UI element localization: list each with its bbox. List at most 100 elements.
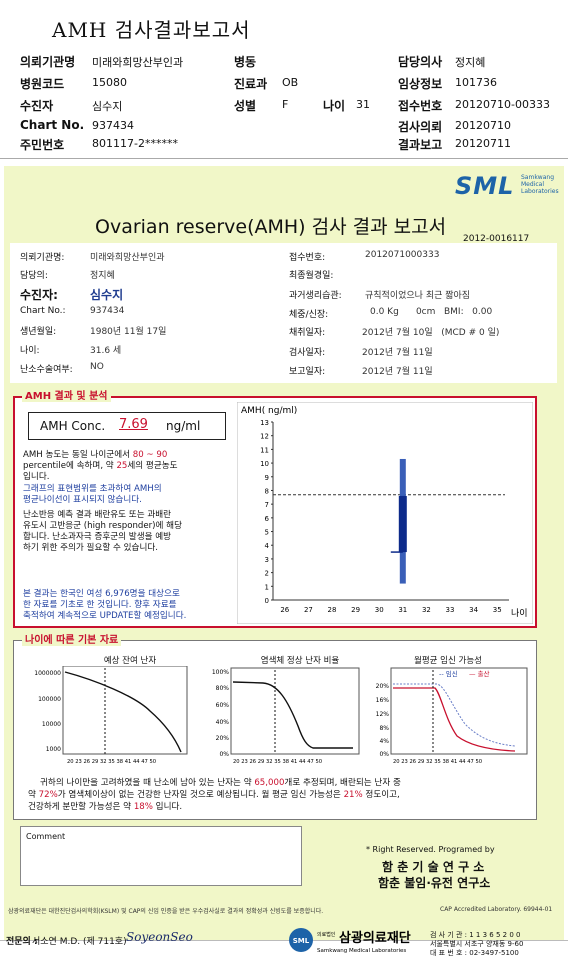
amh-section-title: AMH 결과 및 분석 [22,387,111,402]
mini-ytick: 4% [379,738,389,745]
mini-frame [62,666,188,755]
mini-ytick: 100000 [38,696,61,703]
y-tick-label: 4 [265,542,270,550]
amh-text-line: 그래프의 표현범위를 초과하여 AMH의 [23,484,162,494]
mini-ytick: 1000000 [34,670,61,677]
field-value: 정지혜 [455,56,486,69]
info-label: 보고일자: [289,367,326,377]
remaining-eggs-chart: 1000000 100000 10000 1000 20 23 26 29 32… [34,666,188,765]
info-value: 31.6 세 [90,346,122,356]
normal-ratio-value: 72% [38,790,58,800]
curve [232,681,353,749]
y-tick-label: 6 [265,515,270,523]
mini-xticks: 20 23 26 29 32 35 38 41 44 47 50 [393,759,482,765]
info-value: 정지혜 [90,271,115,281]
remaining-eggs-value: 65,000 [254,778,285,788]
amh-text-line: 유도시 고반응군 (high responder)에 해당 [23,521,182,531]
contact-line: 서울특별시 서초구 양재동 9-60 [430,940,524,948]
mini-chart-title: 염색체 정상 난자 비율 [260,656,340,666]
info-label: 최종월경일: [289,271,334,281]
amh-text-line: 합니다. 난소과자극 증후군의 발생을 예방 [23,532,172,542]
signature-label: 전문의 : [6,937,38,947]
svg-text:SML: SML [293,937,310,945]
contact-line: 대 표 번 호 : 02-3497-5100 [430,949,519,957]
field-value: 20120710 [455,119,511,132]
amh-text-line: 입니다. [23,472,50,482]
info-value-name: 심수지 [90,288,124,302]
info-value: NO [90,362,104,372]
summary-line: 약 72%가 염색체이상이 없는 건강한 난자일 것으로 예상됩니다. 월 평균… [28,790,400,800]
amh-conc-box [28,412,226,440]
field-value: F [282,98,289,111]
institute-name: 함 춘 기 술 연 구 소 [382,860,485,874]
y-tick-label: 11 [260,446,269,454]
amh-conc-label: AMH Conc. [40,419,106,433]
x-tick-label: 30 [375,606,384,614]
x-tick-label: 31 [398,606,407,614]
info-value: 2012년 7월 11일 [362,367,433,377]
amh-text-line: 난소반응 예측 결과 배란유도 또는 과배란 [23,510,172,520]
amh-conc-unit: ng/ml [166,419,201,433]
y-tick-label: 8 [265,487,269,495]
mini-frame [230,667,360,755]
info-value: 규칙적이었으나 최근 짧아짐 [365,291,471,301]
mini-ytick: 100% [212,669,229,676]
foundation-name: 삼광의료재단 [339,930,411,946]
mini-ytick: 8% [379,725,389,732]
info-label: 생년월일: [20,327,57,337]
field-value: OB [282,76,299,89]
summary-line: 귀하의 나이만을 고려하였을 때 난소에 남아 있는 난자는 약 65,000개… [40,778,401,788]
x-tick-label: 26 [280,606,289,614]
legend-birth: — 출산 [469,669,490,678]
field-label: 임상정보 [398,77,443,91]
field-label: 의뢰기관명 [20,55,76,69]
x-tick-label: 33 [446,606,455,614]
legend-pregnancy: -- 임신 [439,669,458,678]
patient-info-panel [10,243,557,383]
field-label: 접수번호 [398,99,443,113]
field-value: 31 [356,98,370,111]
info-label: 의뢰기관명: [20,253,65,263]
contact-line: 검 사 기 관 : 1 1 3 6 5 2 0 0 [430,931,521,939]
report-title: Ovarian reserve(AMH) 검사 결과 보고서 [95,216,447,238]
mini-ytick: 60% [216,702,230,709]
comment-label: Comment [26,832,66,841]
amh-iqr-box [398,495,407,553]
info-label: 접수번호: [289,253,326,263]
summary-line: 건강하게 분만할 가능성은 약 18% 입니다. [28,802,183,812]
normal-chromosome-chart: 100% 80% 60% 40% 20% 0% 20 23 26 29 32 3… [212,667,360,765]
institute-name: 함춘 불임·유전 연구소 [378,876,491,890]
info-label: 체중/신장: [289,310,329,320]
y-tick-label: 9 [265,474,269,482]
info-label: Chart No.: [20,306,66,316]
info-value: 2012071000333 [365,250,440,260]
birth-rate-value: 18% [133,802,153,812]
foundation-logo: SML 의료법인 삼광의료재단 Samkwang Medical Laborat… [289,928,411,954]
info-label-name: 수진자: [20,288,58,302]
field-value: 101736 [455,76,497,89]
y-tick-label: 3 [265,556,269,564]
amh-text-line: percentile에 속하며, 약 25세의 평균농도 [23,461,178,471]
comment-box [20,826,302,886]
signature-name: 서소연 M.D. (제 711호) [32,937,127,947]
y-tick-label: 13 [260,419,269,427]
amh-text-line: 본 결과는 한국인 여성 6,976명을 대상으로 [23,589,180,599]
field-label: 진료과 [234,77,268,91]
info-label: 담당의: [20,271,48,281]
chart-xlabel: 나이 [511,608,528,619]
field-value: 20120711 [455,137,511,150]
info-value: 1980년 11월 17일 [90,327,167,337]
info-label: 검사일자: [289,348,326,358]
mini-xticks: 20 23 26 29 32 35 38 41 44 47 50 [233,759,322,765]
amh-text-line: AMH 농도는 동일 나이군에서 80 ~ 90 [23,450,168,460]
info-label: 나이: [20,346,40,356]
x-tick-label: 27 [304,606,313,614]
field-label: 병동 [234,55,257,69]
field-label: 나이 [323,99,346,113]
field-label: 담당의사 [398,55,443,69]
sml-logo-subtitle: Samkwang Medical Laboratories [521,174,559,195]
info-value: 937434 [90,306,125,316]
mini-ytick: 80% [216,685,230,692]
y-tick-label: 1 [265,583,269,591]
